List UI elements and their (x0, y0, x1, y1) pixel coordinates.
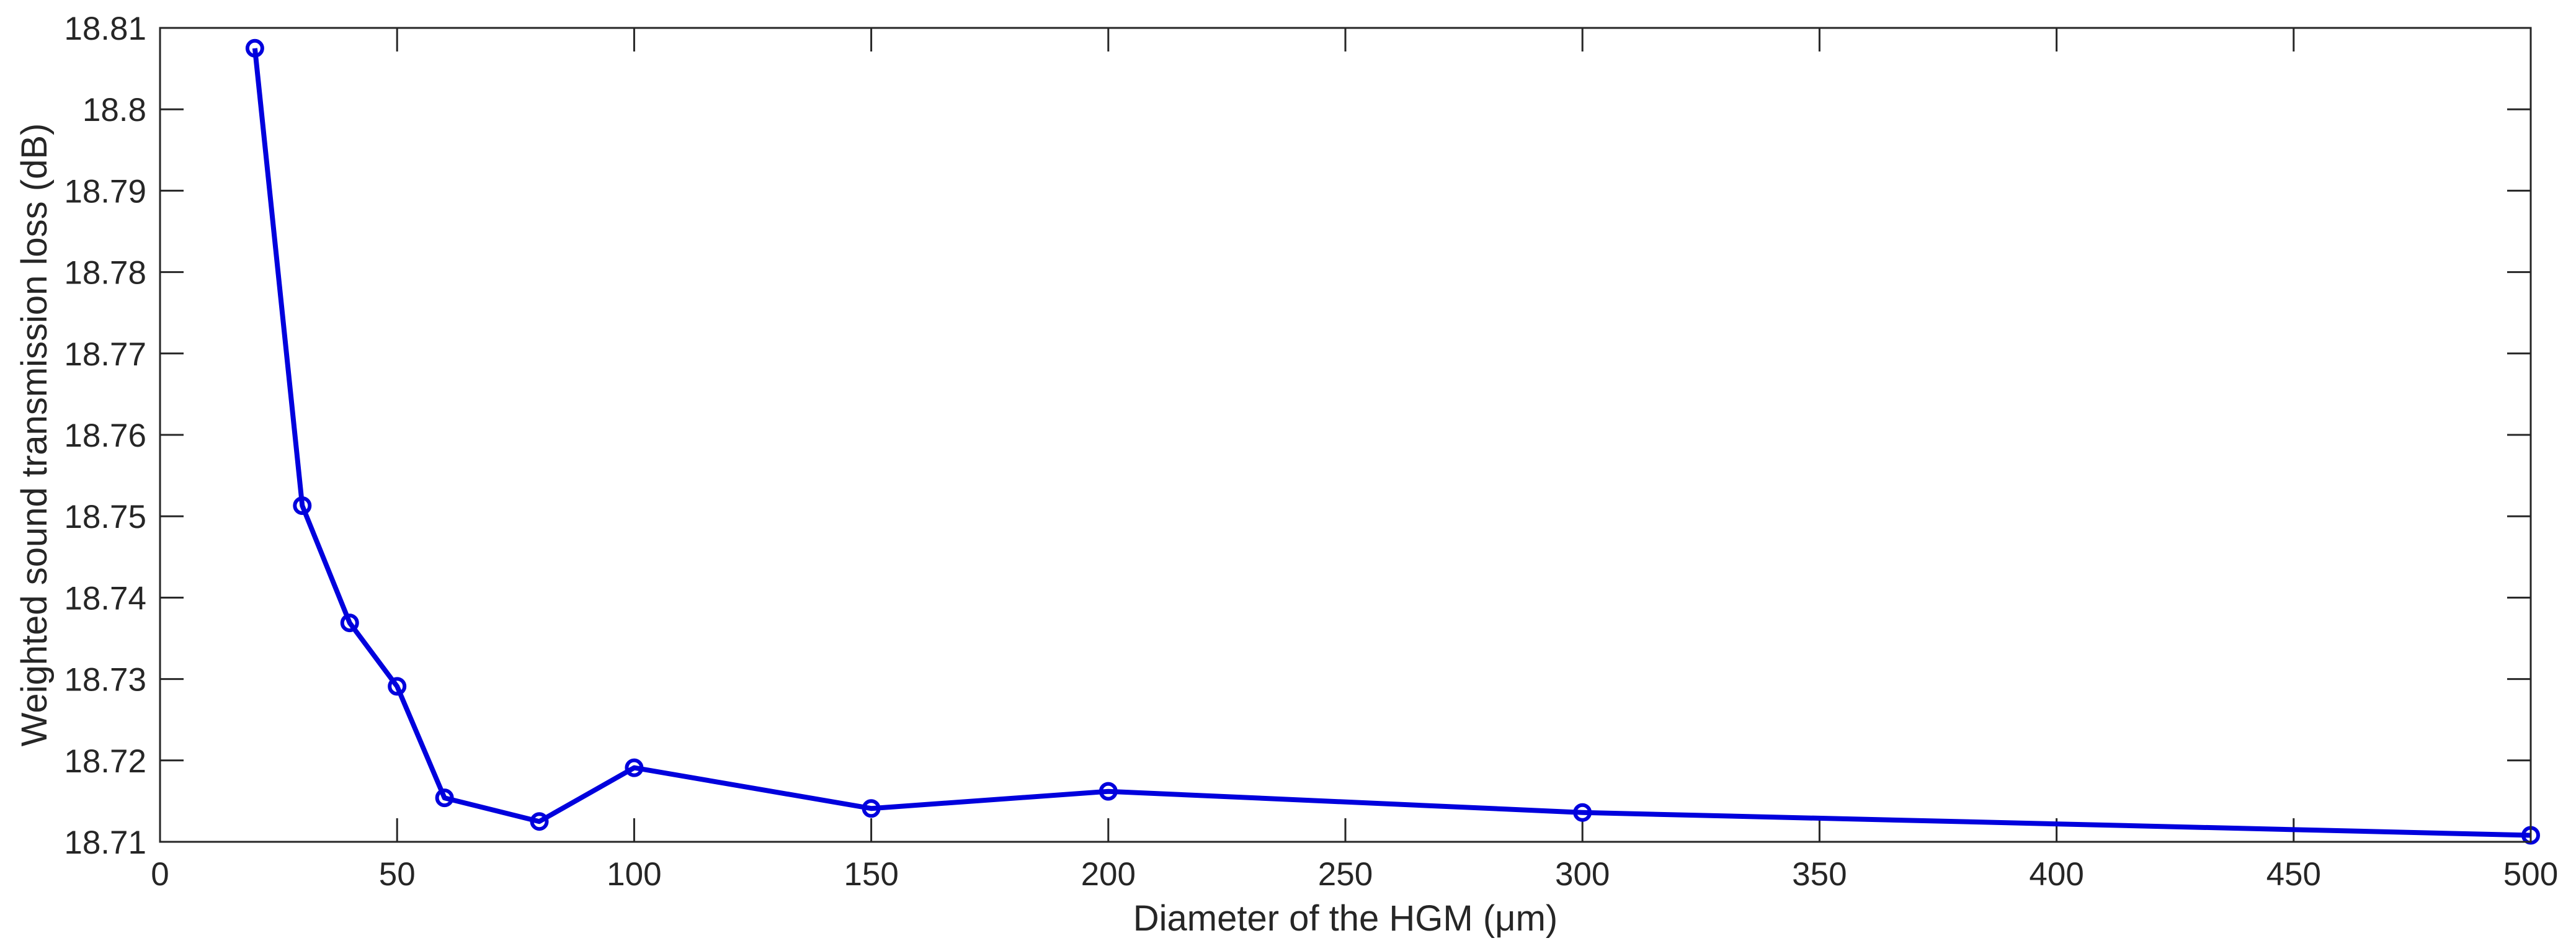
y-tick-label: 18.75 (64, 499, 146, 535)
y-tick-label: 18.78 (64, 255, 146, 292)
data-point (293, 496, 312, 516)
y-tick-label: 18.73 (64, 662, 146, 699)
data-point (625, 758, 644, 777)
series-line (252, 48, 2531, 838)
data-point (245, 38, 264, 58)
x-tick-label: 50 (379, 856, 416, 893)
y-tick-label: 18.74 (64, 580, 146, 617)
data-point (862, 799, 881, 818)
plot-area (160, 28, 2531, 842)
x-axis-label: Diameter of the HGM (μm) (1133, 898, 1558, 939)
y-tick-label: 18.79 (64, 173, 146, 210)
series-layer (245, 38, 2540, 845)
data-point (1573, 803, 1592, 822)
data-point (388, 677, 407, 696)
x-tick-label: 100 (607, 856, 661, 893)
x-tick-label: 450 (2266, 856, 2321, 893)
y-tick-label: 18.71 (64, 824, 146, 861)
y-tick-label: 18.77 (64, 336, 146, 373)
y-tick-label: 18.72 (64, 743, 146, 780)
x-tick-label: 150 (844, 856, 898, 893)
data-point (1099, 782, 1118, 801)
x-tick-label: 0 (151, 856, 169, 893)
y-axis-label: Weighted sound transmission loss (dB) (14, 123, 55, 747)
y-tick-label: 18.76 (64, 417, 146, 454)
x-tick-label: 300 (1555, 856, 1610, 893)
x-tick-label: 200 (1081, 856, 1136, 893)
data-point (530, 812, 549, 831)
data-point (435, 788, 454, 808)
y-tick-label: 18.8 (82, 92, 146, 128)
x-tick-label: 350 (1792, 856, 1847, 893)
x-tick-label: 500 (2503, 856, 2558, 893)
y-tick-label: 18.81 (64, 11, 146, 47)
x-tick-label: 400 (2029, 856, 2084, 893)
y-tick-labels: 18.71 18.72 18.73 18.74 18.75 18.76 18.77 18.78… (64, 11, 146, 861)
x-tick-labels: 0 50 100 150 200 250 300 350 400 450 500 (151, 856, 2558, 893)
data-point (340, 614, 359, 633)
x-tick-label: 250 (1318, 856, 1373, 893)
plot-frame (159, 27, 2532, 843)
